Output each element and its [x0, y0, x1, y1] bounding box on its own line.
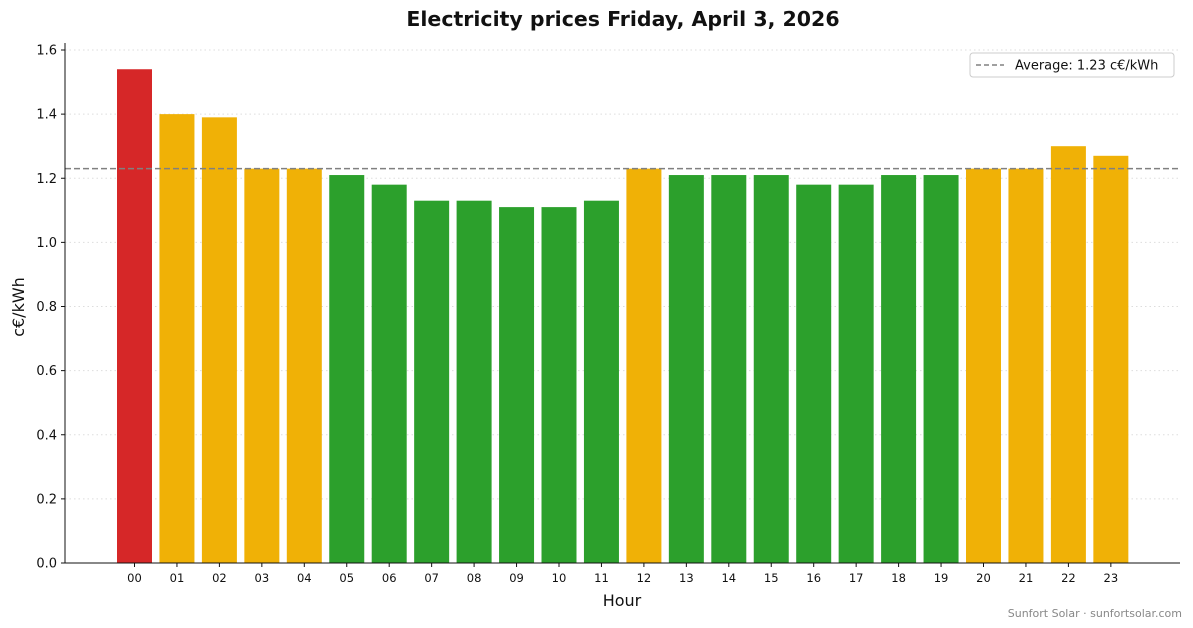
y-tick-label: 1.0	[36, 236, 57, 251]
x-tick-label: 03	[255, 571, 270, 585]
x-tick-label: 09	[509, 571, 524, 585]
x-tick-label: 14	[721, 571, 736, 585]
x-tick-label: 04	[297, 571, 312, 585]
y-tick-label: 1.2	[36, 172, 57, 187]
x-tick-label: 02	[212, 571, 227, 585]
y-tick-label: 0.2	[36, 492, 57, 507]
bar-hour-13	[668, 175, 704, 563]
x-tick-label: 07	[424, 571, 439, 585]
x-tick-labels: 00 01 02 03 04 05 06 07 08 09 10 11 12 13 14 15 16 17 18 19…	[127, 571, 1118, 585]
x-tick-label: 00	[127, 571, 142, 585]
x-tick-label: 16	[806, 571, 821, 585]
bar-hour-19	[923, 175, 959, 563]
x-tick-label: 06	[382, 571, 397, 585]
bar-hour-14	[711, 175, 747, 563]
legend-average-label: Average: 1.23 c€/kWh	[1015, 59, 1158, 74]
x-tick-label: 22	[1061, 571, 1076, 585]
bar-hour-04	[286, 168, 322, 563]
x-tick-label: 05	[339, 571, 354, 585]
bar-hour-17	[838, 184, 874, 563]
bar-hour-09	[499, 207, 535, 563]
bar-hour-00	[117, 69, 152, 564]
x-tick-label: 15	[764, 571, 779, 585]
x-tick-label: 23	[1104, 571, 1119, 585]
x-tick-label: 10	[552, 571, 567, 585]
bar-hour-22	[1050, 146, 1086, 563]
x-tick-label: 01	[170, 571, 185, 585]
bar-hour-16	[796, 184, 832, 563]
x-tick-label: 17	[849, 571, 864, 585]
bar-hour-12	[626, 168, 662, 563]
bar-hour-23	[1093, 155, 1129, 563]
y-tick-labels: 0.0 0.2 0.4 0.6 0.8 1.0 1.2 1.4 1.6	[36, 44, 57, 572]
y-tick-label: 0.0	[36, 557, 57, 572]
x-axis-label: Hour	[603, 591, 642, 610]
x-tick-label: 08	[467, 571, 482, 585]
bar-hour-20	[966, 168, 1001, 563]
x-tick-label: 21	[1019, 571, 1034, 585]
y-axis-label: c€/kWh	[9, 277, 28, 337]
x-tick-label: 18	[891, 571, 906, 585]
bar-hour-05	[329, 175, 365, 563]
x-tick-label: 20	[976, 571, 991, 585]
x-tick-label: 11	[594, 571, 609, 585]
y-tick-label: 0.4	[36, 428, 57, 443]
bar-hour-01	[159, 114, 195, 563]
bar-hour-06	[371, 184, 407, 563]
bar-hour-07	[414, 200, 450, 563]
y-tick-label: 1.4	[36, 108, 57, 123]
bar-hour-15	[753, 175, 789, 563]
y-tick-label: 0.8	[36, 300, 57, 315]
y-tick-label: 0.6	[36, 364, 57, 379]
bar-hour-11	[583, 200, 619, 563]
bar-hour-10	[541, 207, 577, 563]
bar-hour-08	[456, 200, 492, 563]
bar-hour-18	[881, 175, 917, 563]
credit-text: Sunfort Solar · sunfortsolar.com	[1008, 607, 1182, 620]
bars	[117, 69, 1129, 564]
x-tick-label: 13	[679, 571, 694, 585]
bar-hour-03	[244, 168, 280, 563]
x-tick-label: 19	[934, 571, 949, 585]
legend-box	[969, 52, 1175, 78]
legend: Average: 1.23 c€/kWh	[969, 52, 1175, 78]
axes	[61, 43, 1180, 567]
bar-hour-02	[201, 117, 237, 564]
x-tick-label: 12	[637, 571, 652, 585]
bar-hour-21	[1008, 168, 1044, 563]
chart-title: Electricity prices Friday, April 3, 2026	[406, 7, 839, 31]
y-tick-label: 1.6	[36, 44, 57, 59]
